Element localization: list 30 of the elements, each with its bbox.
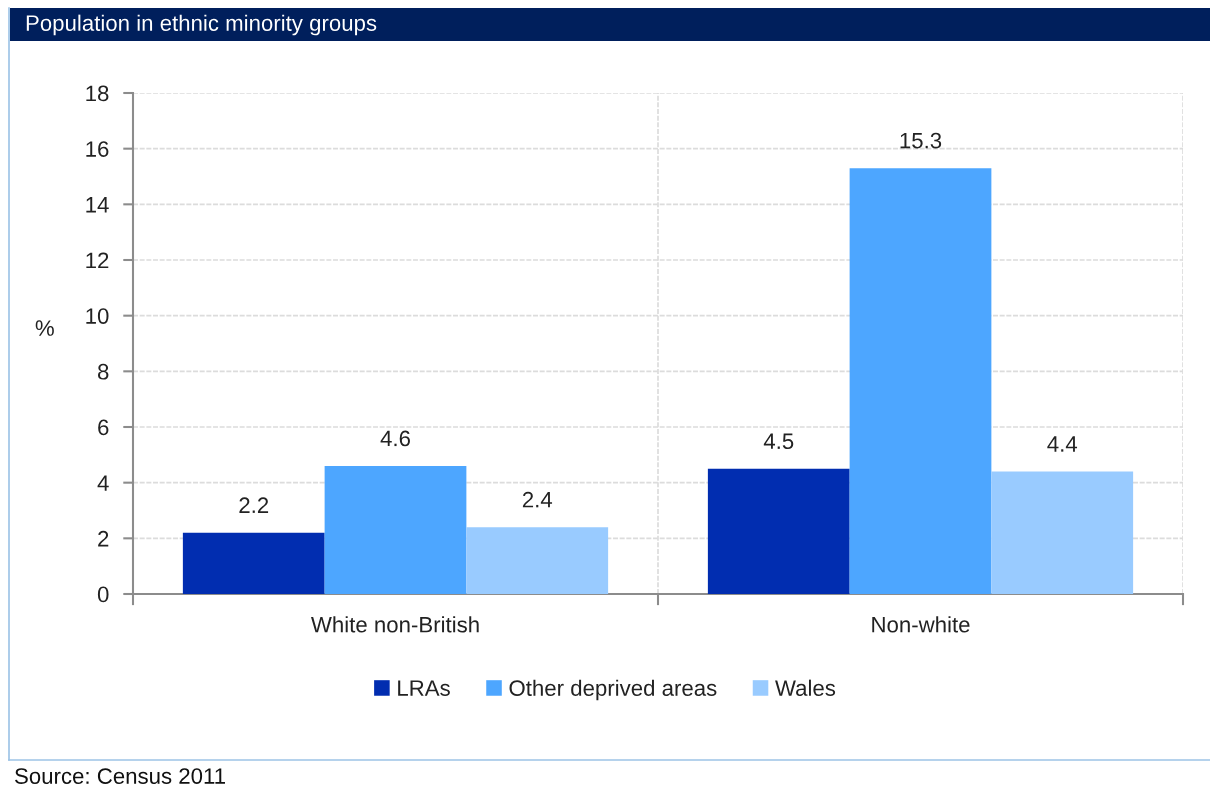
legend-label: Other deprived areas — [509, 679, 717, 701]
legend-label: Wales — [775, 679, 836, 696]
x-tick-label: White non-British — [311, 616, 479, 633]
y-tick-label: 14 — [86, 197, 109, 213]
bar — [324, 465, 467, 594]
bar — [849, 168, 992, 594]
y-tick-label: 12 — [86, 252, 109, 269]
data-label: 2.4 — [522, 491, 553, 508]
data-label: 2.2 — [239, 497, 269, 513]
bar — [707, 468, 850, 594]
x-tick-label: Non-white — [872, 616, 970, 633]
source-note: Source: Census 2011 — [15, 768, 225, 784]
y-tick-label: 18 — [86, 85, 109, 102]
legend-label: LRAs — [398, 680, 450, 696]
data-label: 4.6 — [380, 430, 410, 447]
y-axis-title: % — [35, 320, 54, 336]
bar — [991, 471, 1134, 594]
y-tick-label: 10 — [86, 308, 109, 324]
bar — [182, 532, 325, 594]
y-tick-label: 2 — [98, 530, 109, 547]
data-label: 15.3 — [900, 132, 942, 149]
bar — [466, 527, 609, 594]
data-label: 4.5 — [763, 433, 794, 450]
y-tick-label: 4 — [97, 475, 109, 491]
chart-title: Population in ethnic minority groups — [26, 14, 377, 36]
y-tick-label: 8 — [98, 363, 109, 380]
y-tick-label: 16 — [86, 141, 109, 157]
y-tick-label: 0 — [97, 586, 109, 603]
data-label: 4.4 — [1047, 436, 1078, 452]
y-tick-label: 6 — [98, 419, 109, 436]
